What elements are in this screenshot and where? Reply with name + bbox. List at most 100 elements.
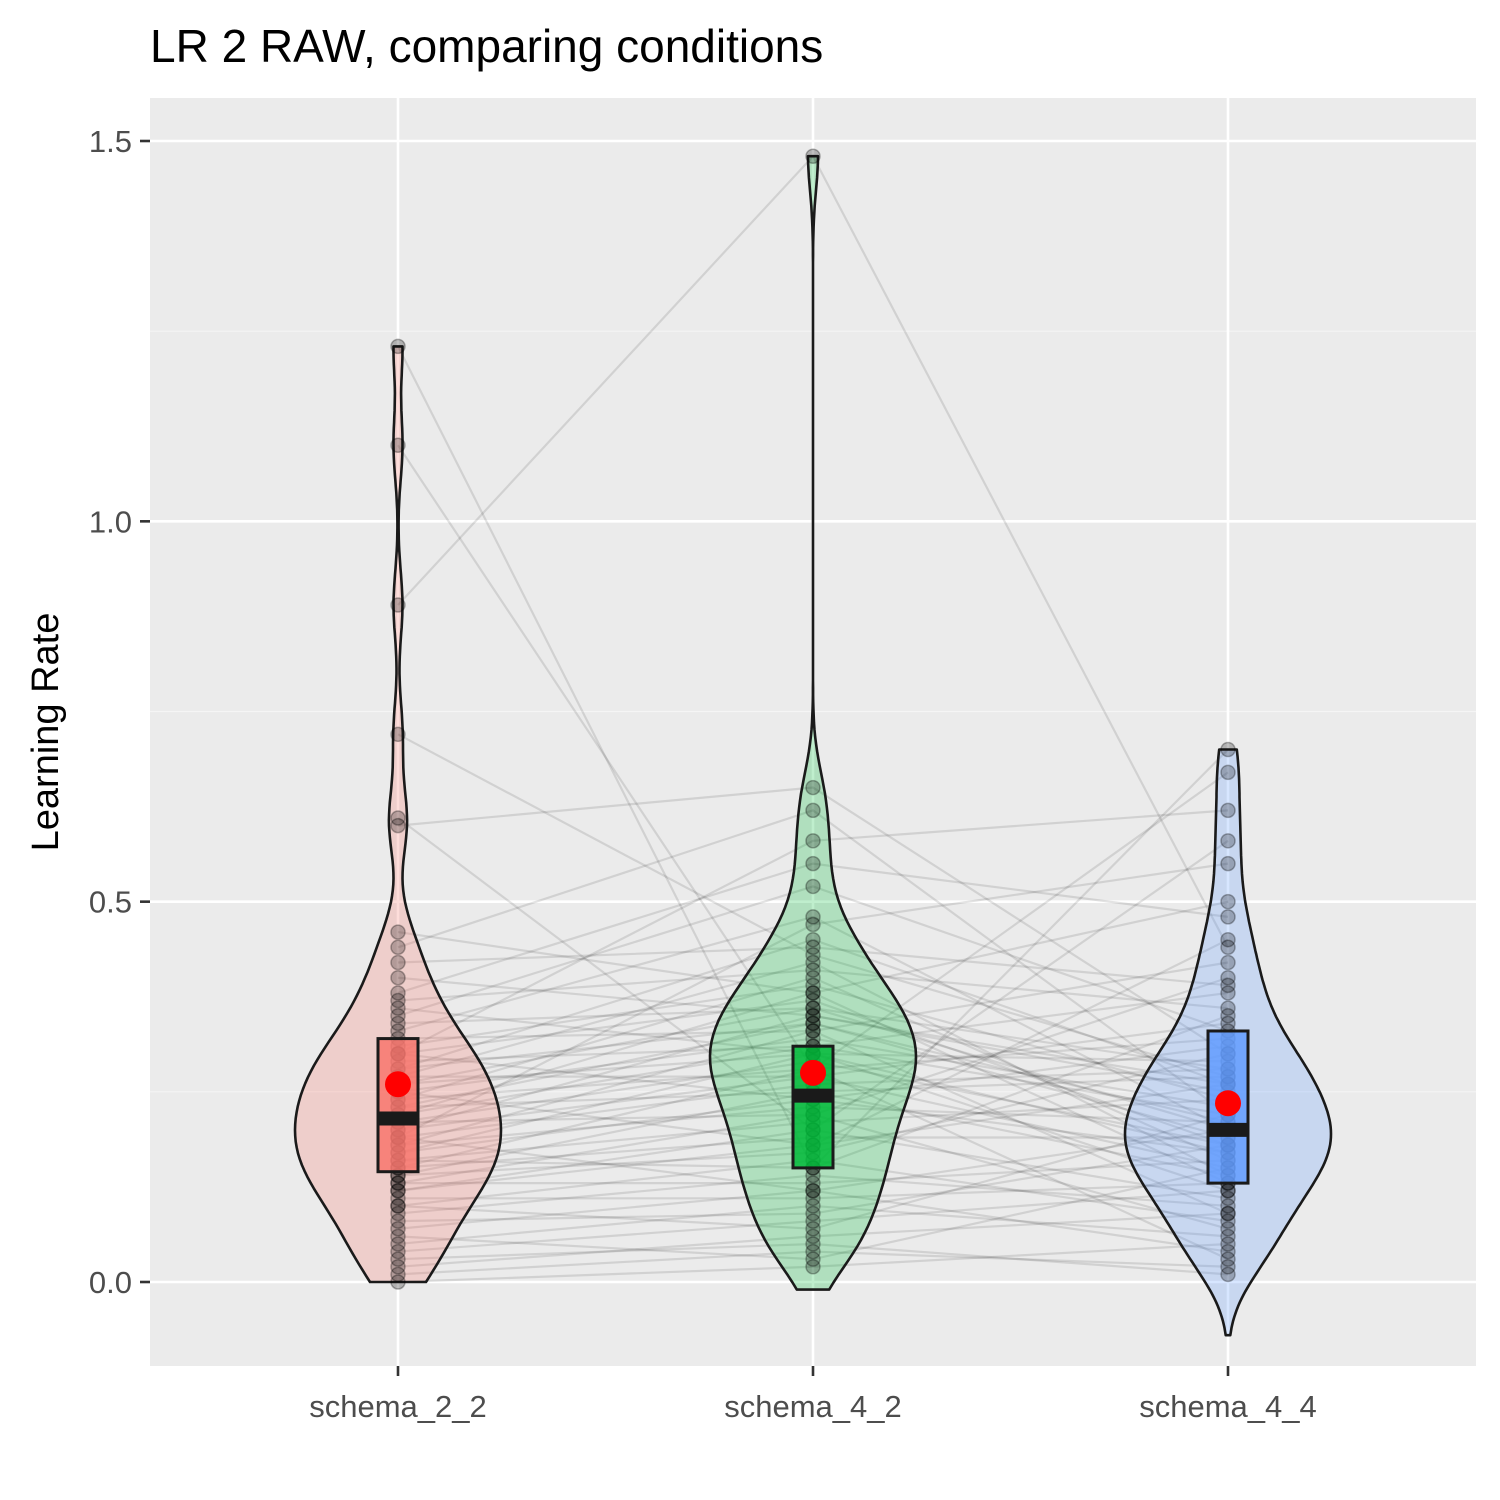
subject-line (397, 1242, 1229, 1276)
subject-line (397, 862, 1229, 994)
data-point (390, 437, 406, 454)
data-point (390, 1221, 406, 1237)
data-point (390, 1274, 406, 1290)
subject-line (397, 1204, 1229, 1246)
data-point (390, 1190, 406, 1207)
data-point (805, 1205, 821, 1222)
subject-line (397, 1022, 1229, 1124)
data-point (805, 916, 821, 933)
data-point (805, 1000, 821, 1016)
data-point (390, 1175, 406, 1191)
data-point (805, 909, 821, 925)
data-point (1220, 855, 1236, 872)
data-point (390, 1251, 406, 1267)
data-point (1220, 1266, 1236, 1283)
subject-line (397, 915, 1229, 1131)
subject-line (397, 1128, 1229, 1192)
data-point (1220, 1000, 1236, 1016)
data-point (1220, 1236, 1236, 1252)
data-point (805, 1008, 821, 1024)
data-point (805, 992, 821, 1009)
mean-point-schema_2_2 (385, 1071, 411, 1098)
data-point (1220, 764, 1236, 781)
data-point (1220, 1205, 1236, 1222)
subject-line (398, 1159, 1229, 1185)
boxplots (376, 1029, 1250, 1185)
data-point (805, 1182, 821, 1199)
data-point (390, 1175, 406, 1191)
data-point (805, 1190, 821, 1207)
y-tick-label: 1.5 (89, 124, 132, 159)
data-point (1220, 931, 1236, 948)
data-point (805, 1023, 821, 1039)
x-tick-label: schema_2_2 (309, 1389, 487, 1424)
data-point (1220, 1198, 1236, 1214)
subject-line (397, 1250, 1229, 1276)
data-point (1220, 939, 1236, 956)
y-tick-label: 1.0 (89, 504, 132, 539)
subject-line (397, 961, 1229, 1177)
data-point (1220, 1008, 1236, 1024)
y-tick-label: 0.5 (89, 885, 132, 920)
data-point (1220, 1243, 1236, 1260)
data-point (805, 148, 821, 164)
subject-line (397, 786, 1229, 1055)
data-point (805, 947, 821, 963)
subject-line (397, 1007, 1229, 1071)
data-point (805, 985, 821, 1001)
x-tick-label: schema_4_2 (724, 1389, 902, 1424)
data-point (805, 1221, 821, 1237)
subject-line (397, 969, 1229, 1010)
data-point (390, 810, 406, 826)
subject-line (398, 1182, 1229, 1200)
data-point (390, 1236, 406, 1252)
subject-line (397, 1007, 1229, 1131)
x-tick-label: schema_4_4 (1139, 1389, 1317, 1424)
data-point (805, 939, 821, 956)
data-point (390, 1205, 406, 1222)
subject-line (397, 961, 1229, 1040)
data-point (805, 1015, 821, 1032)
data-point (805, 1008, 821, 1024)
data-point (390, 1198, 406, 1214)
subject-line (397, 1037, 1229, 1109)
mean-point-schema_4_4 (1215, 1090, 1241, 1117)
data-point (390, 1182, 406, 1199)
subject-line (397, 1143, 1229, 1223)
data-point (390, 338, 406, 355)
data-point (390, 1000, 406, 1016)
data-point (1220, 1190, 1236, 1207)
data-point (390, 1243, 406, 1260)
data-point (805, 1243, 821, 1260)
axes: 0.0 0.5 1.0 1.5 schema_2_2 schema_4_2 schema_4… (89, 124, 1317, 1424)
data-point (390, 1015, 406, 1032)
box-schema_2_2 (376, 1037, 420, 1174)
subject-line (397, 999, 1229, 1147)
subject-line (397, 1242, 1229, 1284)
data-point (805, 1228, 821, 1245)
subject-line (397, 900, 1229, 995)
data-point (1220, 985, 1236, 1001)
data-point (1220, 1213, 1236, 1229)
subject-line (397, 976, 1229, 1162)
subject-line (397, 1189, 1229, 1253)
data-point (1220, 741, 1236, 758)
subject-line (397, 984, 1229, 1101)
data-point (1220, 1205, 1236, 1222)
data-point (805, 802, 821, 819)
subject-line (397, 862, 1229, 1139)
subject-line (397, 976, 1229, 1086)
data-point (390, 726, 406, 743)
violin-schema_2_2 (293, 345, 503, 1284)
data-point (390, 939, 406, 956)
data-point (390, 1266, 406, 1283)
data-point (390, 1228, 406, 1245)
data-point (1220, 977, 1236, 994)
data-point (805, 985, 821, 1001)
subject-line (397, 991, 1229, 1185)
data-point (805, 962, 821, 978)
data-point (805, 878, 821, 895)
violin-schema_4_2 (708, 154, 918, 1291)
data-point (805, 954, 821, 971)
